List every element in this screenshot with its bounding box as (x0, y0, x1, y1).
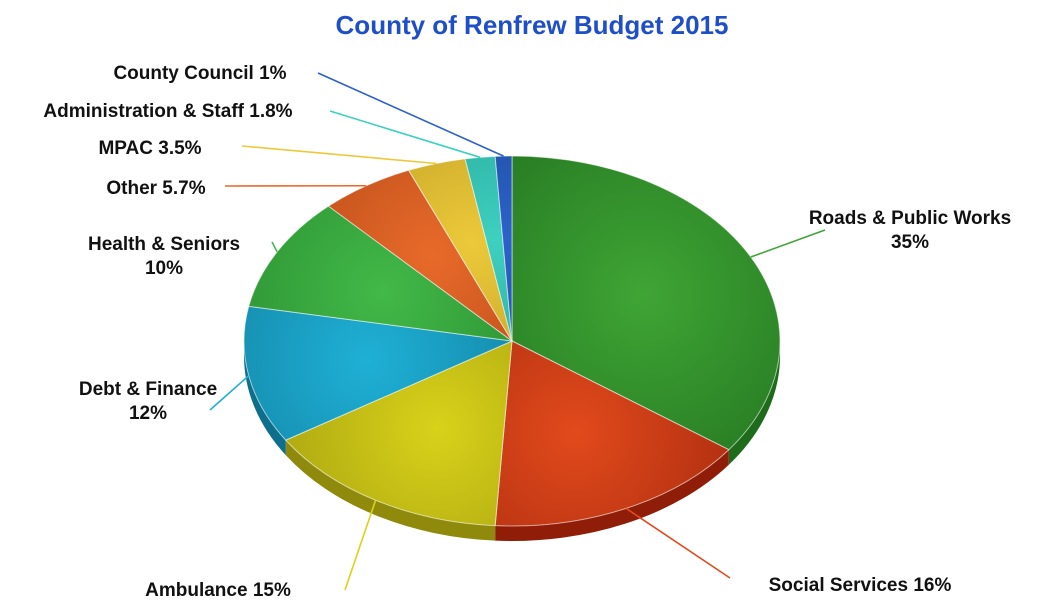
slice-label-line: 12% (129, 403, 167, 424)
slice-label-ambulance: Ambulance 15% (145, 580, 291, 601)
slice-label-line: County Council 1% (113, 63, 286, 84)
slice-ambulance (284, 340, 513, 527)
slice-label-line: Debt & Finance (79, 379, 217, 400)
slice-label-line: 10% (145, 258, 183, 279)
slice-label-health-and-seniors: Health & Seniors 10% (88, 234, 240, 279)
slice-side-roads-and-public-works (728, 341, 780, 465)
slice-label-administration-and-staff: Administration & Staff 1.8% (43, 101, 292, 122)
slice-side-debt-and-finance (244, 341, 286, 456)
chart-title: County of Renfrew Budget 2015 (336, 10, 729, 40)
slice-label-line: Ambulance 15% (145, 580, 291, 601)
slice-label-county-council: County Council 1% (113, 63, 286, 84)
slice-debt-and-finance (243, 305, 514, 441)
slice-labels: Roads & Public Works 35% Social Services 1… (43, 63, 1011, 601)
leader-line-social-services (625, 507, 731, 579)
leader-line-administration-and-staff (329, 110, 481, 159)
slice-label-other: Other 5.7% (106, 178, 205, 199)
slice-health-and-seniors (248, 205, 513, 342)
slice-label-line: Other 5.7% (106, 178, 205, 199)
leader-line-mpac (241, 145, 437, 165)
leader-line-debt-and-finance (209, 375, 250, 411)
leader-line-county-council (317, 72, 504, 157)
slice-label-mpac: MPAC 3.5% (98, 138, 201, 159)
slice-label-line: Administration & Staff 1.8% (43, 101, 292, 122)
slice-label-line: MPAC 3.5% (98, 138, 201, 159)
slice-sides (244, 341, 780, 542)
slice-side-ambulance (285, 440, 496, 541)
slice-label-line: Social Services 16% (769, 575, 952, 596)
slice-label-line: Health & Seniors (88, 234, 240, 255)
slice-label-line: 35% (891, 232, 929, 253)
leader-line-roads-and-public-works (750, 229, 826, 258)
slice-side-social-services (495, 449, 729, 542)
slice-label-line: Roads & Public Works (809, 208, 1011, 229)
slice-label-roads-and-public-works: Roads & Public Works 35% (809, 208, 1011, 253)
slice-label-debt-and-finance: Debt & Finance 12% (79, 379, 217, 424)
slice-tops (243, 155, 781, 527)
leader-line-health-and-seniors (271, 241, 278, 253)
leader-lines (209, 72, 826, 591)
slice-label-social-services: Social Services 16% (769, 575, 952, 596)
leader-line-ambulance (344, 499, 377, 591)
